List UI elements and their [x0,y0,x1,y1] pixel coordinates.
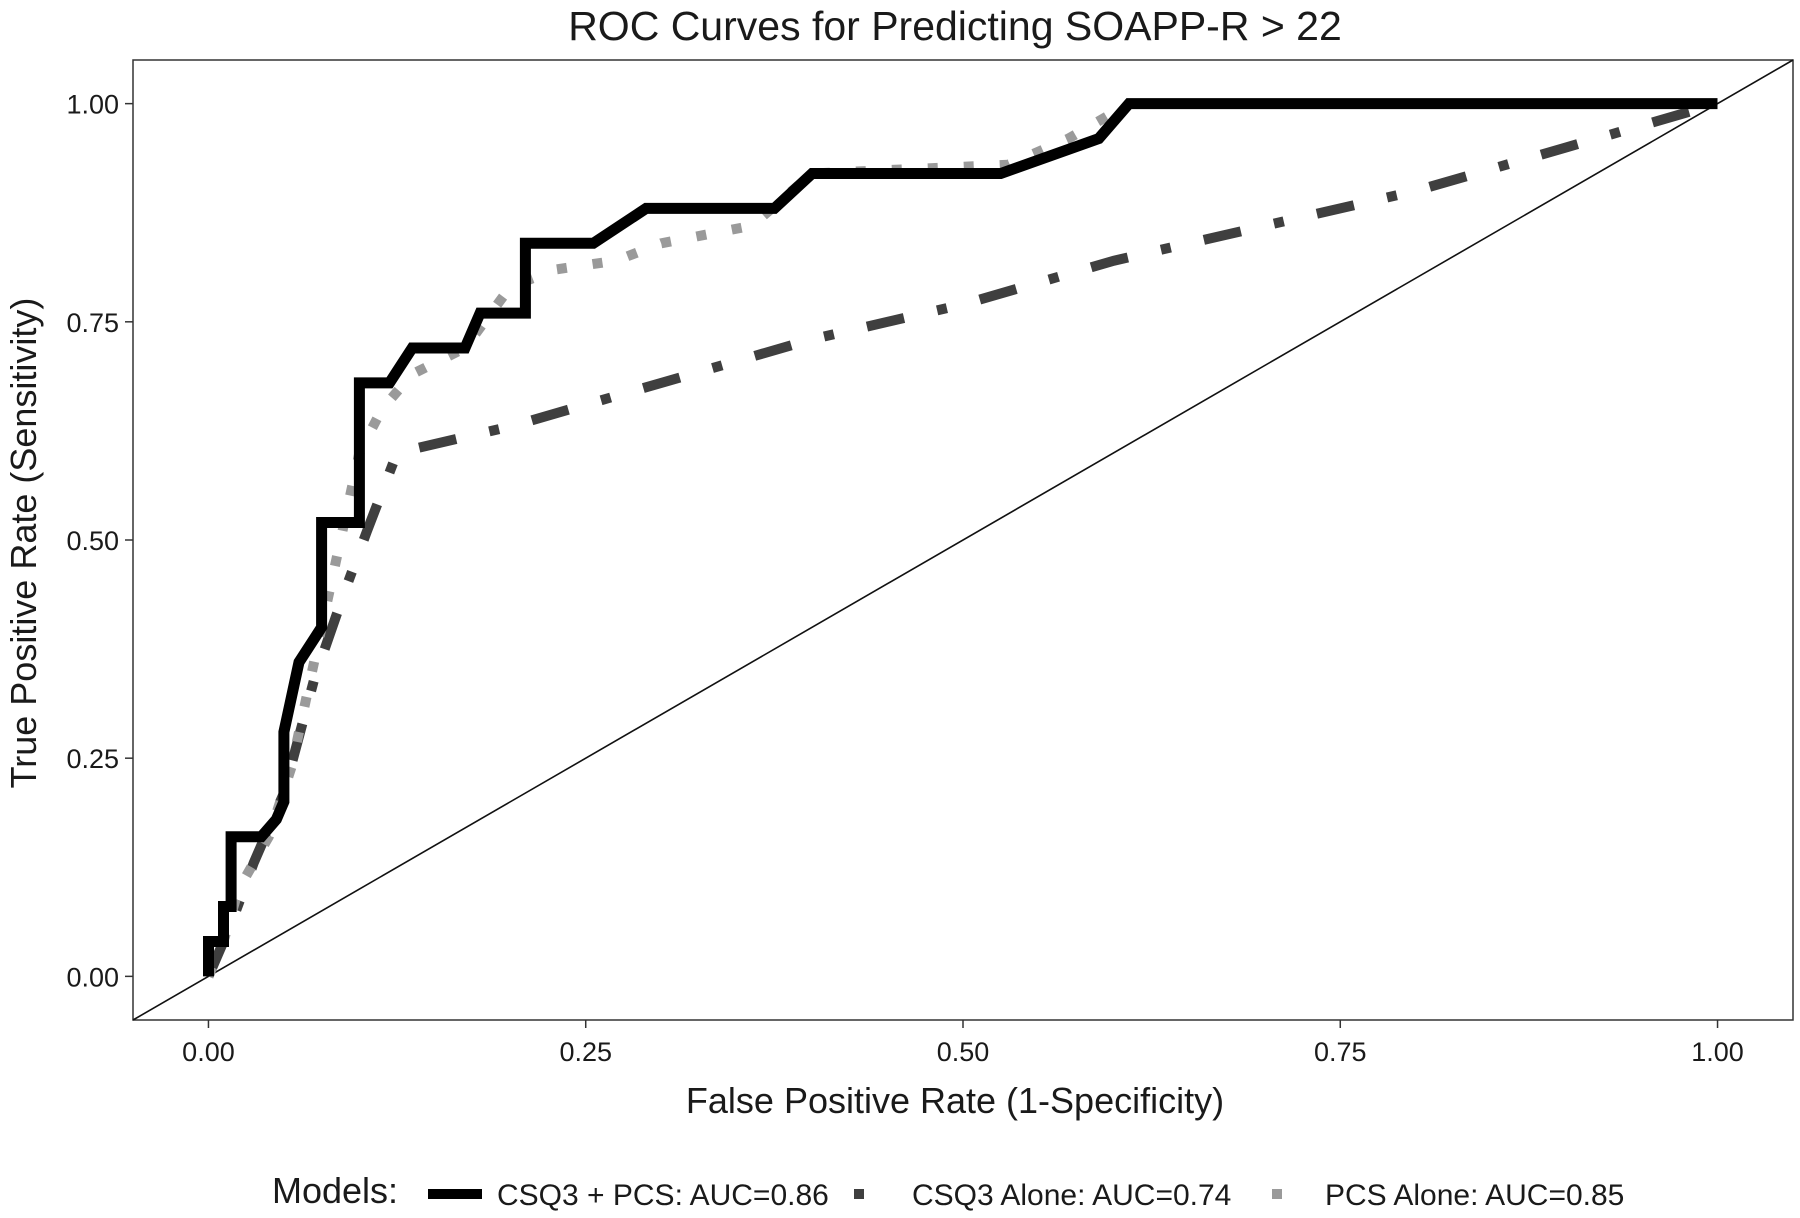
x-tick-label: 0.00 [182,1037,235,1067]
y-tick-label: 0.25 [66,744,119,774]
legend-label: CSQ3 + PCS: AUC=0.86 [497,1179,829,1212]
y-tick-label: 0.75 [66,308,119,338]
series-line-solid [203,98,1718,977]
y-tick-label: 1.00 [66,90,119,120]
x-tick-label: 0.25 [559,1037,612,1067]
legend: Models: CSQ3 + PCS: AUC=0.86 CSQ3 Alone: … [272,1170,1624,1212]
x-tick-label: 0.50 [937,1037,990,1067]
legend-title: Models: [272,1170,398,1211]
y-axis-title: True Positive Rate (Sensitivity) [3,298,44,789]
y-tick-label: 0.00 [66,962,119,992]
legend-label: CSQ3 Alone: AUC=0.74 [912,1179,1231,1212]
reference-diagonal-line [132,59,1794,1021]
x-tick-label: 1.00 [1691,1037,1744,1067]
y-axis-ticks: 0.00 0.25 0.50 0.75 1.00 [66,90,133,992]
chart-title: ROC Curves for Predicting SOAPP-R > 22 [568,3,1342,49]
x-axis-title: False Positive Rate (1-Specificity) [686,1080,1224,1121]
x-tick-label: 0.75 [1314,1037,1367,1067]
series-layer [203,98,1719,979]
legend-label: PCS Alone: AUC=0.85 [1325,1179,1624,1212]
x-axis-ticks: 0.00 0.25 0.50 0.75 1.00 [182,1020,1744,1067]
y-tick-label: 0.50 [66,526,119,556]
